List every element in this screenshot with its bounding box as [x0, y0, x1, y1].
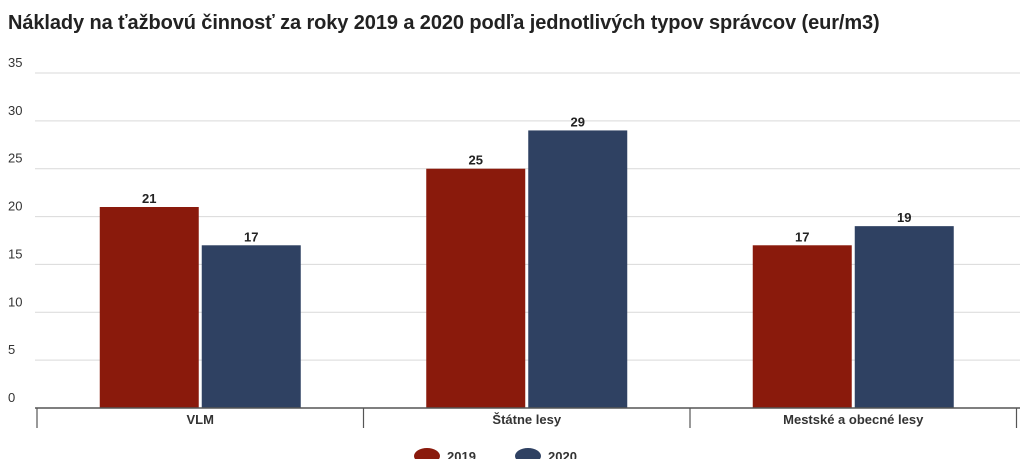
y-tick-label: 20: [8, 199, 22, 214]
x-tick-label: Štátne lesy: [492, 412, 561, 427]
bar-2020-1: [201, 245, 301, 408]
data-label: 17: [244, 229, 258, 244]
x-tick-label: VLM: [187, 412, 214, 427]
data-labels: 21 17 25 29 17 19: [142, 114, 911, 244]
data-label: 21: [142, 191, 156, 206]
legend-label: 2020: [548, 449, 577, 459]
legend-swatch-2020: [515, 448, 541, 459]
data-label: 29: [571, 114, 585, 129]
bar-2019-2: [426, 168, 526, 408]
data-label: 19: [897, 210, 911, 225]
y-tick-label: 10: [8, 294, 22, 309]
bars: [99, 130, 954, 408]
y-tick-label: 5: [8, 342, 15, 357]
data-label: 17: [795, 229, 809, 244]
y-tick-label: 35: [8, 55, 22, 70]
legend: 2019 2020: [414, 448, 577, 459]
legend-swatch-2019: [414, 448, 440, 459]
x-axis: VLM Štátne lesy Mestské a obecné lesy: [35, 407, 1020, 428]
data-label: 25: [469, 153, 483, 168]
y-tick-label: 0: [8, 390, 15, 405]
y-axis-ticks: 0 5 10 15 20 25 30 35: [8, 55, 22, 405]
legend-label: 2019: [447, 449, 476, 459]
x-tick-label: Mestské a obecné lesy: [783, 412, 924, 427]
chart-title: Náklady na ťažbovú činnosť za roky 2019 …: [8, 12, 880, 34]
bar-2019-1: [99, 207, 199, 408]
y-tick-label: 15: [8, 246, 22, 261]
bar-2020-3: [854, 226, 954, 408]
y-tick-label: 30: [8, 103, 22, 118]
bar-2020-2: [528, 130, 628, 408]
bar-2019-3: [752, 245, 852, 408]
y-tick-label: 25: [8, 151, 22, 166]
